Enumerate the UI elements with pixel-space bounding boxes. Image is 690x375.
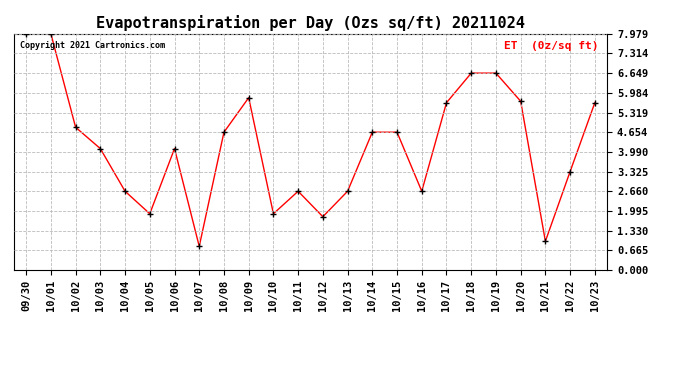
Text: ET  (0z/sq ft): ET (0z/sq ft): [504, 41, 598, 51]
Text: Copyright 2021 Cartronics.com: Copyright 2021 Cartronics.com: [20, 41, 165, 50]
Title: Evapotranspiration per Day (Ozs sq/ft) 20211024: Evapotranspiration per Day (Ozs sq/ft) 2…: [96, 15, 525, 31]
